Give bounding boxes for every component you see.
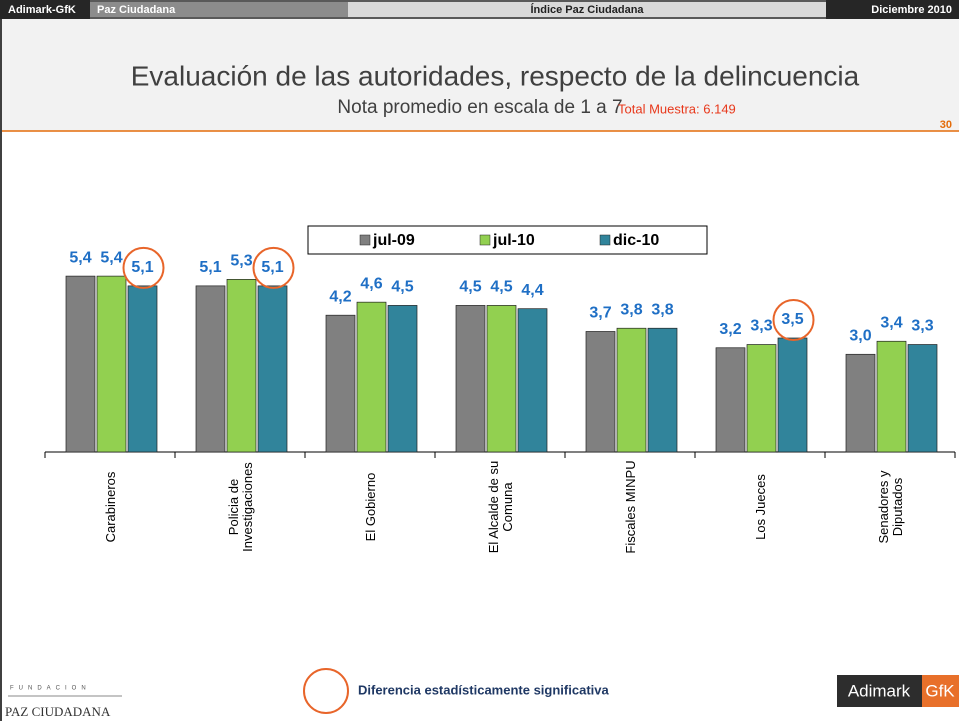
logo-left-box — [837, 675, 922, 707]
bar — [455, 305, 486, 453]
bar — [226, 279, 257, 453]
significance-icon — [303, 668, 349, 714]
bar — [257, 285, 288, 453]
x-tick-label: El Gobierno — [363, 472, 378, 542]
value-label: 4,4 — [521, 282, 543, 299]
page-number: 30 — [940, 119, 952, 131]
value-label: 5,3 — [230, 253, 252, 270]
bar — [777, 337, 808, 453]
x-tick-label: Carabineros — [103, 471, 118, 543]
bar — [325, 314, 356, 453]
significance-circle — [252, 246, 295, 289]
foundation-name: PAZ CIUDADANA — [5, 704, 111, 719]
significance-circle — [122, 246, 165, 289]
value-label: 4,5 — [490, 279, 512, 296]
bar — [616, 327, 647, 453]
bar — [195, 285, 226, 453]
value-label: 4,5 — [391, 279, 413, 296]
x-tick-label: Fiscales MINPU — [623, 460, 638, 554]
value-label: 3,5 — [781, 311, 803, 328]
logo-right: GfK — [925, 681, 955, 700]
value-label: 3,4 — [880, 314, 902, 331]
bar — [647, 327, 678, 453]
title: Evaluación de las autoridades, respecto … — [131, 60, 860, 91]
significance-circle — [772, 299, 815, 341]
title-area — [0, 19, 959, 131]
study-box — [348, 2, 826, 17]
bar — [845, 353, 876, 453]
date-box — [826, 0, 959, 19]
value-label: 3,3 — [911, 318, 933, 335]
value-label: 4,2 — [329, 288, 351, 305]
legend-swatch — [359, 234, 371, 246]
bar — [517, 308, 548, 453]
x-tick-label: El Alcalde de su Comuna — [486, 460, 515, 554]
value-label: 5,4 — [69, 249, 91, 266]
value-label: 3,3 — [750, 318, 772, 335]
value-label: 4,5 — [459, 279, 481, 296]
value-label: 4,6 — [360, 275, 382, 292]
legend-label: jul-10 — [492, 232, 535, 249]
bar — [585, 331, 616, 453]
brand: Adimark-GfK — [8, 4, 76, 16]
subtitle: Nota promedio en escala de 1 a 7 — [337, 97, 622, 118]
x-tick-label: Senadores y Diputados — [876, 470, 905, 544]
value-label: 5,4 — [100, 249, 122, 266]
bar — [907, 344, 938, 453]
bar — [486, 305, 517, 453]
bar — [876, 340, 907, 453]
bar — [356, 301, 387, 453]
value-label: 3,0 — [849, 328, 871, 345]
value-label: 3,8 — [620, 301, 642, 318]
bar — [746, 344, 777, 453]
legend-label: jul-09 — [372, 232, 415, 249]
legend-label: dic-10 — [613, 232, 659, 249]
bar — [65, 275, 96, 453]
bar — [127, 285, 158, 453]
value-label: 5,1 — [261, 259, 283, 276]
logo-left: Adimark — [848, 681, 911, 700]
value-label: 3,8 — [651, 301, 673, 318]
value-label: 5,1 — [131, 259, 153, 276]
project: Paz Ciudadana — [97, 4, 176, 16]
date: Diciembre 2010 — [871, 4, 952, 16]
study: Índice Paz Ciudadana — [530, 3, 644, 16]
x-tick-label: Los Jueces — [753, 474, 768, 540]
legend — [307, 225, 708, 255]
bar — [96, 275, 127, 453]
logo-right-box — [922, 675, 959, 707]
bar — [715, 347, 746, 453]
value-label: 5,1 — [199, 259, 221, 276]
bar — [387, 305, 418, 453]
value-label: 3,7 — [589, 305, 611, 322]
sample: Total Muestra: 6.149 — [618, 101, 736, 116]
legend-swatch — [599, 234, 611, 246]
foundation-top: FUNDACION — [10, 686, 91, 692]
significance-note: Diferencia estadísticamente significativ… — [358, 682, 609, 697]
brand-box — [0, 0, 90, 19]
legend-swatch — [479, 234, 491, 246]
value-label: 3,2 — [719, 321, 741, 338]
x-tick-label: Policia de Investigaciones — [226, 462, 255, 552]
project-box — [90, 2, 348, 17]
